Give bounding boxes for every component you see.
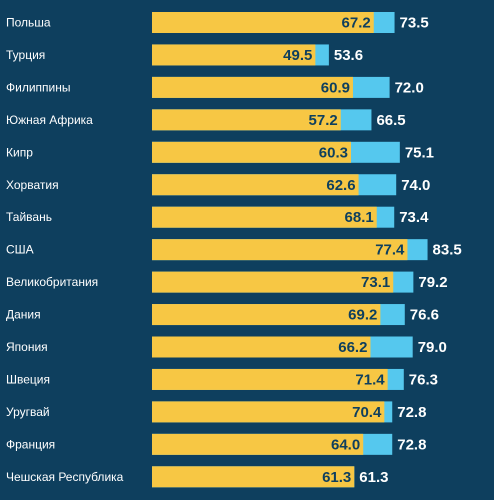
category-label: Хорватия [6,178,59,192]
data-label-outer: 72.0 [395,79,424,96]
category-label: Кипр [6,145,33,159]
bar-row: Дания 69.2 76.6 [6,304,439,326]
category-label: Турция [6,48,45,62]
data-label-inner: 64.0 [331,436,360,453]
data-label-inner: 66.2 [338,339,367,356]
data-label-inner: 62.6 [326,177,355,194]
data-label-inner: 77.4 [375,242,405,259]
bar-main [152,206,377,228]
bar-row: Кипр 60.3 75.1 [6,141,434,163]
data-label-inner: 67.2 [342,15,371,32]
data-label-outer: 76.3 [409,371,438,388]
bar-main [152,12,374,33]
data-label-inner: 69.2 [348,307,377,324]
data-label-outer: 79.0 [418,339,447,356]
bar-main [152,304,381,326]
bar-row: Польша 67.2 73.5 [6,12,429,33]
data-label-outer: 74.0 [401,177,430,194]
data-label-outer: 72.8 [397,404,426,421]
category-label: Чешская Республика [6,470,124,484]
bar-row: Франция 64.0 72.8 [6,433,426,455]
data-label-outer: 53.6 [334,47,363,64]
bar-main [152,336,371,358]
category-label: Уругвай [6,405,50,419]
data-label-inner: 61.3 [322,469,351,486]
bar-main [152,174,359,196]
data-label-inner: 70.4 [352,404,382,421]
bar-main [152,44,316,66]
data-label-outer: 61.3 [359,469,388,486]
category-label: Дания [6,308,41,322]
bar-row: Тайвань 68.1 73.4 [6,206,429,228]
bar-row: Филиппины 60.9 72.0 [6,76,424,98]
data-label-inner: 57.2 [309,112,338,129]
data-label-inner: 68.1 [345,209,374,226]
data-label-outer: 73.4 [399,209,429,226]
bar-row: США 77.4 83.5 [6,239,462,261]
bar-main [152,141,351,163]
category-label: Тайвань [6,210,52,224]
data-label-inner: 60.9 [321,79,350,96]
data-label-inner: 49.5 [283,47,312,64]
category-label: Филиппины [6,80,70,94]
category-label: Швеция [6,372,50,386]
bar-main [152,368,388,390]
bar-main [152,109,341,131]
bar-row: Япония 66.2 79.0 [6,336,447,358]
data-label-inner: 73.1 [361,274,390,291]
bar-main [152,271,394,293]
data-label-outer: 83.5 [433,242,462,259]
bar-row: Хорватия 62.6 74.0 [6,174,430,196]
category-label: Польша [6,16,51,30]
category-label: Франция [6,437,55,451]
data-label-outer: 72.8 [397,436,426,453]
bar-row: Швеция 71.4 76.3 [6,368,438,390]
bar-row: Чешская Республика 61.3 61.3 [6,466,388,488]
data-label-outer: 79.2 [418,274,447,291]
bar-row: Великобритания 73.1 79.2 [6,271,448,293]
data-label-outer: 76.6 [410,307,439,324]
bar-row: Южная Африка 57.2 66.5 [6,109,406,131]
bar-main [152,239,408,261]
category-label: Великобритания [6,275,98,289]
bar-row: Уругвай 70.4 72.8 [6,401,426,423]
category-label: США [6,243,34,257]
data-label-outer: 73.5 [400,15,429,32]
bar-main [152,401,385,423]
data-label-inner: 71.4 [355,371,385,388]
data-label-outer: 66.5 [376,112,405,129]
bar-row: Турция 49.5 53.6 [6,44,363,66]
data-label-inner: 60.3 [319,144,348,161]
category-label: Южная Африка [6,113,93,127]
bar-main [152,433,364,455]
bar-main [152,76,353,98]
data-label-outer: 75.1 [405,144,434,161]
bar-main [152,466,355,488]
category-label: Япония [6,340,48,354]
